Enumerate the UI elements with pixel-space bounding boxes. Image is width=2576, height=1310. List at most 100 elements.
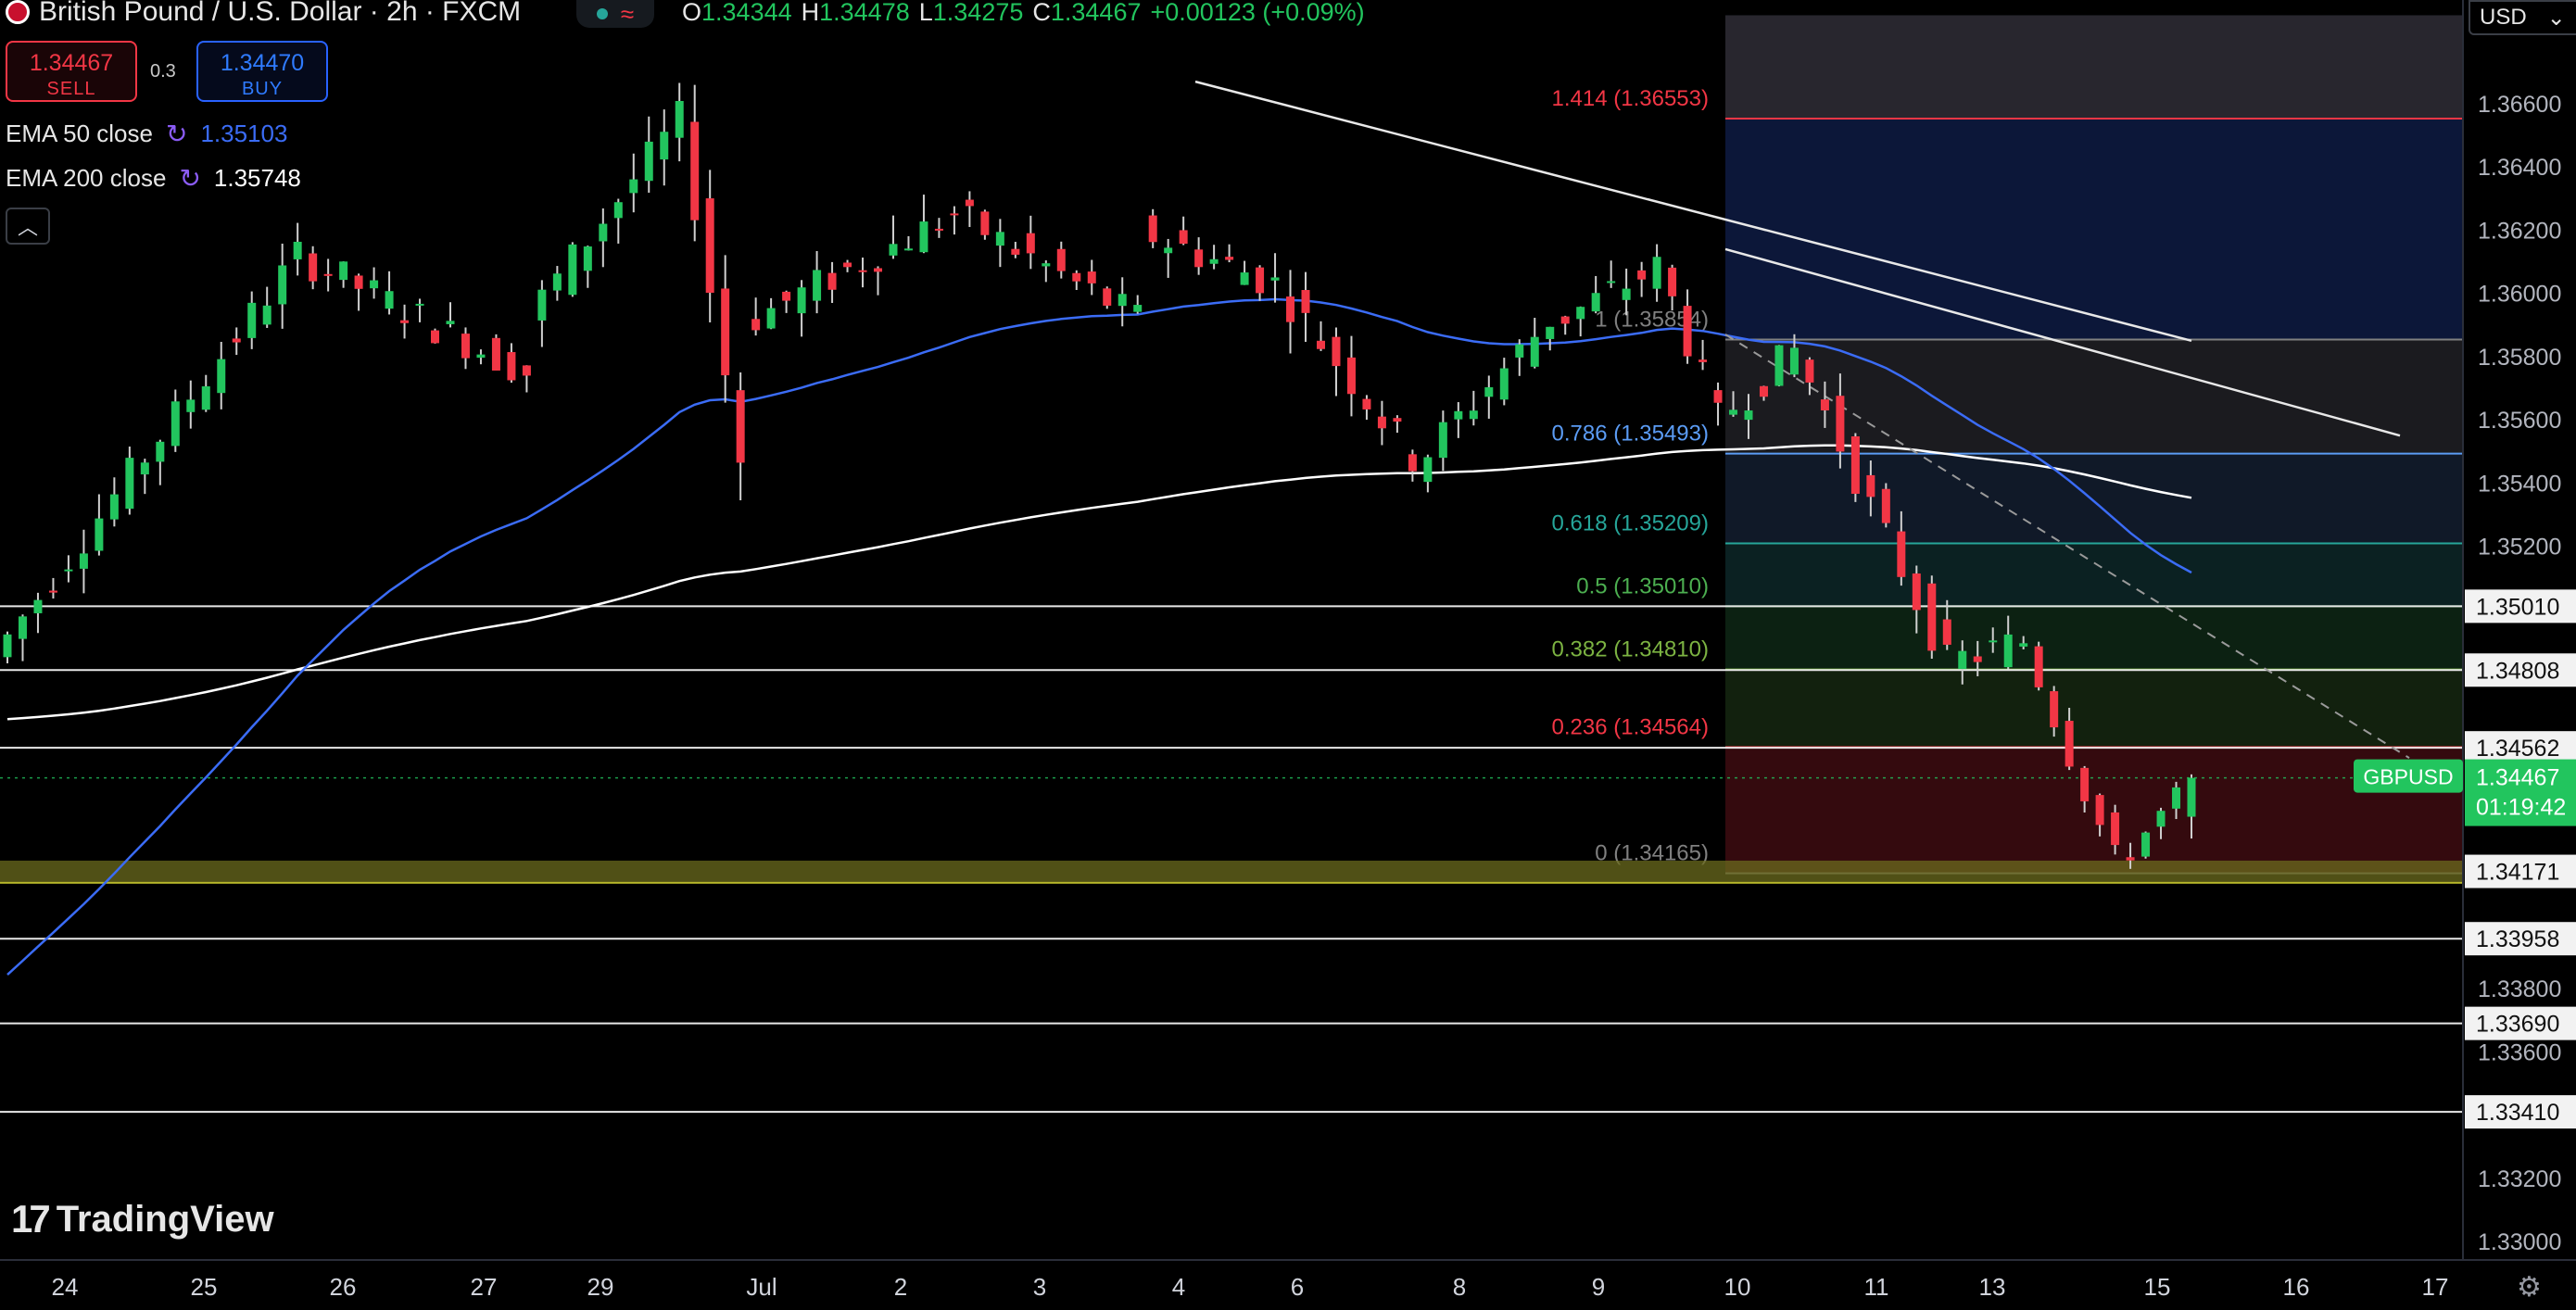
price-tick-label: 1.36400	[2478, 155, 2561, 181]
candle-up	[247, 302, 257, 338]
indicator-cycle-icon[interactable]: ↻	[179, 164, 201, 193]
ohlc-open-label: O	[682, 0, 702, 26]
candle-down	[858, 270, 867, 272]
buy-label: BUY	[241, 79, 284, 99]
ema50-label: EMA 50 close	[6, 120, 153, 147]
sell-button[interactable]: 1.34467 SELL	[6, 41, 137, 102]
price-label-value: 1.33690	[2476, 1012, 2559, 1038]
candle-up	[2172, 787, 2181, 809]
fib-zone	[1725, 747, 2463, 874]
candle-down	[1836, 396, 1845, 452]
candle-down	[2126, 857, 2135, 861]
candle-up	[125, 458, 134, 510]
candle-down	[1301, 290, 1310, 313]
candle-down	[1866, 474, 1875, 498]
candle-up	[1209, 258, 1219, 264]
price-tick-label: 1.36000	[2478, 282, 2561, 308]
candle-up	[1042, 263, 1051, 267]
candle-up	[1515, 344, 1524, 358]
fib-level-label: 0.382 (1.34810)	[1552, 637, 1709, 662]
price-tick-label: 1.35400	[2478, 471, 2561, 497]
candle-down	[522, 365, 531, 376]
candle-up	[1133, 305, 1143, 312]
candle-down	[934, 228, 943, 231]
ema200-label: EMA 200 close	[6, 164, 167, 192]
candle-up	[1484, 387, 1494, 397]
candle-down	[1286, 296, 1295, 322]
candle-up	[95, 518, 104, 551]
candle-up	[1744, 410, 1753, 421]
candle-up	[813, 270, 822, 301]
fib-zone	[1725, 669, 2463, 748]
time-tick-label: 11	[1864, 1273, 1889, 1301]
candle-down	[1148, 215, 1157, 243]
candle-down	[751, 319, 761, 331]
currency-selector[interactable]: USD ⌄	[2469, 0, 2576, 35]
candle-up	[1240, 272, 1249, 285]
candle-up	[1499, 368, 1509, 400]
candle-up	[2019, 643, 2028, 647]
candle-down	[736, 390, 745, 463]
price-tick-label: 1.35600	[2478, 408, 2561, 434]
candle-up	[583, 246, 592, 271]
time-tick-label: 6	[1291, 1273, 1304, 1301]
buy-button[interactable]: 1.34470 BUY	[196, 41, 328, 102]
market-status-pill[interactable]: ≈	[576, 0, 654, 28]
fib-zone	[1725, 119, 2463, 340]
time-tick-label: 24	[52, 1273, 79, 1301]
candle-down	[950, 213, 959, 216]
ema200-legend[interactable]: EMA 200 close ↻ 1.35748	[6, 163, 301, 194]
time-tick-label: 3	[1033, 1273, 1046, 1301]
candle-down	[1942, 619, 1951, 645]
candle-up	[262, 305, 271, 325]
candle-up	[3, 634, 12, 658]
collapse-legend-button[interactable]: ︿	[6, 208, 50, 245]
price-tick-label: 1.33000	[2478, 1229, 2561, 1255]
price-tick-label: 1.35200	[2478, 535, 2561, 561]
price-tick-label: 1.33800	[2478, 976, 2561, 1002]
candle-up	[613, 202, 623, 219]
candle-down	[1713, 390, 1723, 403]
candle-up	[919, 221, 928, 253]
candle-up	[201, 385, 210, 410]
candle-down	[980, 211, 990, 235]
sell-label: SELL	[46, 79, 96, 99]
candle-down	[431, 330, 440, 344]
settings-icon[interactable]: ⚙	[2517, 1272, 2542, 1303]
time-tick-label: 26	[330, 1273, 357, 1301]
fib-zone	[1725, 606, 2463, 670]
candle-up	[995, 232, 1004, 246]
candle-down	[721, 288, 730, 376]
candle-down	[232, 338, 241, 343]
tradingview-logo[interactable]: 17 TradingView	[11, 1197, 274, 1241]
candle-up	[2187, 777, 2196, 817]
time-tick-label: 8	[1453, 1273, 1466, 1301]
candle-down	[491, 337, 500, 371]
time-tick-label: 15	[2144, 1273, 2171, 1301]
symbol-tag	[2354, 759, 2463, 793]
fib-level-label: 0.786 (1.35493)	[1552, 422, 1709, 447]
candle-up	[476, 354, 486, 359]
chevron-up-icon: ︿	[17, 216, 38, 239]
candle-up	[446, 321, 455, 324]
candle-down	[400, 320, 410, 323]
candle-up	[1454, 410, 1463, 420]
candle-down	[1332, 336, 1341, 367]
uk-flag-icon	[6, 0, 30, 24]
candle-down	[2065, 721, 2074, 767]
candle-down	[1881, 488, 1890, 523]
price-label-value: 1.33410	[2476, 1100, 2559, 1126]
symbol-title[interactable]: British Pound / U.S. Dollar · 2h · FXCM	[6, 0, 521, 28]
candle-down	[1820, 399, 1829, 410]
candle-up	[1989, 640, 1998, 643]
candle-down	[2034, 646, 2043, 687]
time-tick-label: 25	[191, 1273, 218, 1301]
ema50-legend[interactable]: EMA 50 close ↻ 1.35103	[6, 119, 287, 149]
candle-down	[1377, 416, 1386, 429]
candle-down	[874, 268, 883, 272]
indicator-cycle-icon[interactable]: ↻	[165, 120, 188, 148]
symbol-tag-label: GBPUSD	[2363, 765, 2453, 789]
candle-down	[690, 121, 700, 220]
candle-up	[415, 303, 424, 306]
